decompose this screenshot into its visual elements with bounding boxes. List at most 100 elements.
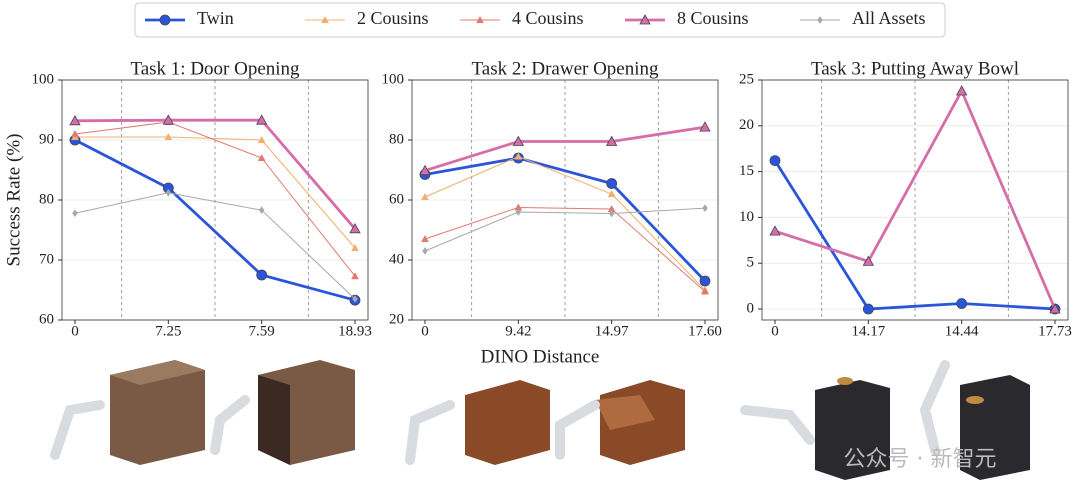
y-tick-label: 70 [39, 251, 54, 267]
series-line [424, 125, 706, 172]
x-tick-label: 14.17 [851, 323, 885, 339]
y-tick-label: 60 [389, 191, 404, 207]
x-tick-label: 17.60 [688, 323, 722, 339]
y-tick-label: 20 [389, 311, 404, 327]
data-point [422, 247, 428, 255]
y-tick-label: 10 [739, 209, 754, 225]
plot-frame [761, 79, 1069, 321]
data-point [257, 153, 266, 162]
data-point [699, 275, 711, 287]
y-tick-label: 100 [32, 71, 55, 87]
y-tick-label: 40 [389, 251, 404, 267]
series-line [74, 138, 356, 302]
data-point [769, 225, 781, 236]
plot-frame [411, 79, 719, 321]
series-line [424, 206, 706, 292]
legend-box [134, 2, 946, 38]
x-tick-label: 14.97 [595, 323, 629, 339]
data-point [702, 204, 708, 213]
data-point [69, 114, 81, 126]
chart-title: Task 1: Door Opening [130, 58, 300, 79]
data-point [701, 287, 709, 295]
y-tick-label: 80 [39, 191, 54, 207]
data-point [349, 222, 361, 234]
series-line [74, 192, 356, 300]
legend-label: All Assets [852, 8, 926, 28]
y-axis-label: Success Rate (%) [3, 134, 24, 267]
legend-marker [817, 16, 823, 24]
series-line [424, 207, 706, 252]
legend-label: 2 Cousins [357, 8, 429, 28]
x-tick-label: 17.73 [1038, 323, 1072, 339]
data-point [512, 135, 525, 146]
x-tick-label: 18.93 [338, 323, 372, 339]
series-line [74, 118, 357, 230]
y-tick-label: 100 [382, 71, 405, 87]
legend-label: 8 Cousins [677, 8, 749, 28]
x-tick-label: 14.44 [945, 323, 979, 339]
legend-marker [476, 15, 484, 24]
legend-label: 4 Cousins [512, 8, 584, 28]
data-point [421, 192, 429, 201]
x-tick-label: 0 [771, 323, 779, 339]
data-point [257, 135, 266, 144]
data-point [351, 272, 359, 280]
data-point [699, 121, 711, 132]
x-tick-label: 0 [71, 323, 79, 339]
legend-marker [639, 14, 651, 25]
data-point [769, 155, 781, 167]
y-tick-label: 60 [39, 311, 54, 327]
series-line [774, 87, 1057, 310]
y-tick-label: 0 [747, 300, 755, 316]
data-point [165, 188, 172, 197]
data-point [862, 303, 874, 315]
data-point [256, 269, 268, 281]
data-point [352, 295, 358, 303]
y-tick-label: 80 [389, 131, 404, 147]
data-point [515, 208, 522, 216]
data-point [72, 209, 78, 218]
data-point [71, 129, 79, 138]
y-tick-label: 90 [39, 131, 54, 147]
data-point [421, 234, 429, 243]
series-line [424, 155, 706, 291]
chart-title: Task 2: Drawer Opening [471, 58, 659, 79]
data-point [258, 206, 265, 215]
y-tick-label: 25 [739, 71, 754, 87]
x-tick-label: 7.25 [155, 323, 181, 339]
legend-label: Twin [197, 8, 234, 28]
y-tick-label: 15 [739, 163, 754, 179]
plot-frame [61, 79, 369, 321]
data-point [606, 178, 618, 189]
data-point [607, 189, 616, 198]
data-point [956, 298, 968, 309]
robot-images [50, 360, 1030, 480]
series-line [74, 121, 356, 277]
data-point [351, 243, 359, 252]
y-tick-label: 20 [739, 117, 754, 133]
data-point [862, 255, 875, 266]
x-tick-label: 9.42 [505, 323, 531, 339]
series-line [75, 136, 356, 249]
watermark: 公众号 · 新智元 [844, 447, 997, 472]
data-point [164, 132, 173, 141]
data-point [605, 135, 618, 146]
x-tick-label: 0 [421, 323, 429, 339]
series-line [424, 156, 707, 282]
data-point [162, 114, 175, 125]
chart-title: Task 3: Putting Away Bowl [811, 58, 1019, 79]
x-tick-label: 7.59 [249, 323, 275, 339]
data-point [608, 209, 615, 218]
data-point [514, 152, 523, 160]
legend-marker [321, 15, 329, 24]
y-tick-label: 5 [747, 255, 755, 271]
data-point [955, 85, 968, 96]
x-axis-label: DINO Distance [481, 346, 600, 367]
data-point [1049, 303, 1061, 314]
data-point [419, 164, 431, 175]
legend-marker [159, 14, 171, 26]
data-point [255, 114, 268, 125]
series-line [773, 159, 1056, 311]
